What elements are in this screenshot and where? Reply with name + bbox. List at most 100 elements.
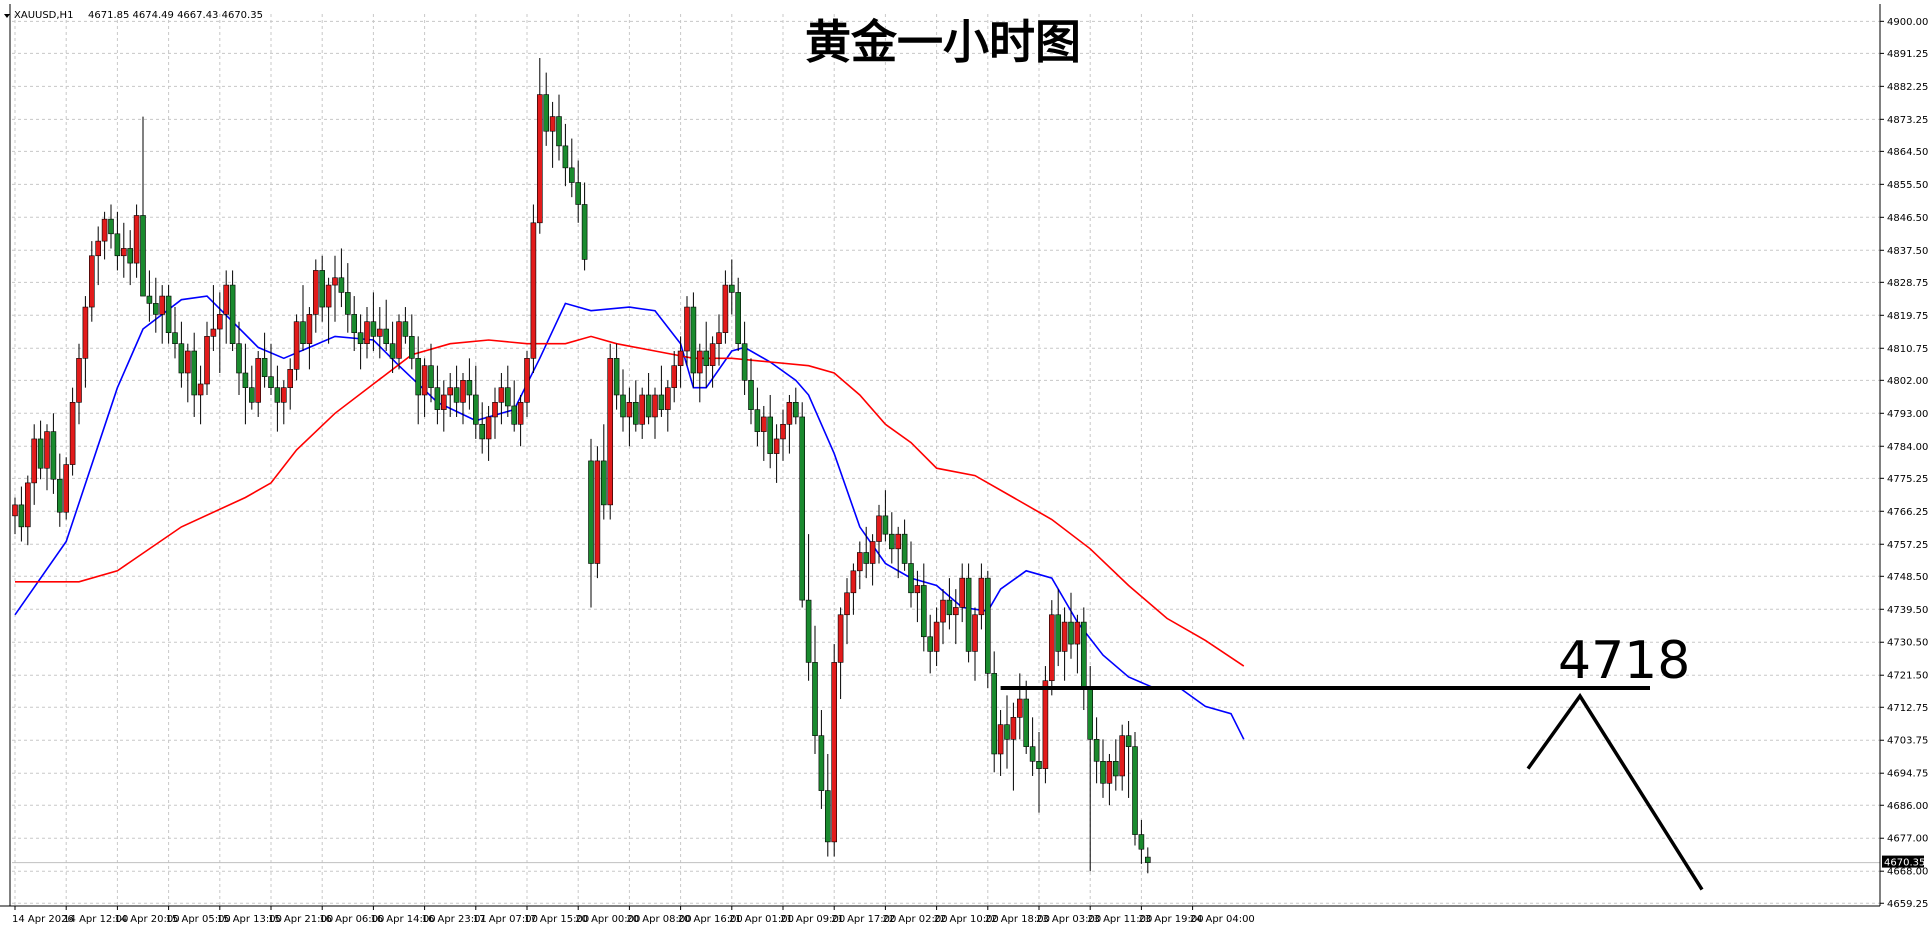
candle-down bbox=[428, 365, 434, 388]
candle-up bbox=[1119, 735, 1125, 777]
candle-up bbox=[121, 248, 127, 257]
x-tick-label: 16 Apr 14:00 bbox=[370, 914, 435, 925]
y-tick-label: 4686.00 bbox=[1887, 801, 1928, 812]
candle-up bbox=[325, 284, 332, 308]
candle-down bbox=[799, 416, 806, 601]
candle-down bbox=[703, 350, 710, 366]
y-tick-label: 4784.00 bbox=[1887, 442, 1928, 453]
candle-up bbox=[376, 328, 383, 337]
candle-up bbox=[760, 416, 767, 432]
candle-down bbox=[344, 292, 351, 315]
axes: 4900.00 4891.25 4882.25 4873.25 4864.50 4855.… bbox=[0, 4, 1928, 925]
x-tick-label: 20 Apr 00:00 bbox=[575, 914, 640, 925]
candle-up bbox=[447, 387, 454, 396]
candle-down bbox=[408, 336, 415, 359]
candle-down bbox=[1055, 614, 1061, 652]
chart-title: 黄金一小时图 bbox=[805, 15, 1081, 69]
y-tick-label: 4891.25 bbox=[1887, 49, 1928, 60]
candle-up bbox=[684, 306, 690, 352]
ma-blue-line bbox=[14, 295, 1245, 740]
candle-down bbox=[658, 394, 665, 410]
candle-up bbox=[850, 570, 857, 594]
candle-down bbox=[402, 321, 409, 337]
candle-down bbox=[632, 402, 639, 425]
candle-down bbox=[466, 380, 473, 396]
candle-up bbox=[856, 552, 863, 572]
candle-down bbox=[1087, 687, 1093, 740]
x-tick-label: 14 Apr 12:00 bbox=[63, 914, 128, 925]
candle-down bbox=[991, 673, 998, 755]
candle-down bbox=[274, 387, 281, 403]
candle-down bbox=[562, 145, 569, 169]
symbol-label: XAUUSD,H1 bbox=[14, 10, 73, 21]
x-tick-label: 21 Apr 01:00 bbox=[729, 914, 794, 925]
y-tick-label: 4703.75 bbox=[1887, 736, 1928, 747]
candle-up bbox=[396, 321, 402, 359]
y-tick-label: 4900.00 bbox=[1887, 17, 1928, 28]
candle-down bbox=[741, 343, 748, 381]
y-tick-label: 4864.50 bbox=[1887, 147, 1928, 158]
candle-up bbox=[255, 358, 261, 403]
y-tick-label: 4819.75 bbox=[1887, 311, 1928, 322]
candle-down bbox=[600, 460, 607, 506]
candle-down bbox=[620, 394, 626, 418]
candle-down bbox=[511, 405, 518, 425]
candle-up bbox=[223, 284, 229, 315]
candle-down bbox=[824, 790, 831, 843]
candle-down bbox=[1081, 621, 1087, 689]
candle-down bbox=[1125, 735, 1132, 747]
candle-down bbox=[581, 204, 588, 260]
candle-up bbox=[24, 482, 31, 528]
candle-down bbox=[140, 215, 146, 297]
candle-up bbox=[959, 577, 966, 608]
candle-down bbox=[1145, 856, 1151, 863]
x-tick-label: 22 Apr 02:00 bbox=[882, 914, 947, 925]
candle-down bbox=[1100, 761, 1106, 784]
candle-up bbox=[76, 358, 82, 403]
resistance-label: 4718 bbox=[1558, 631, 1690, 691]
candle-down bbox=[504, 387, 511, 407]
candle-down bbox=[18, 504, 25, 528]
candle-up bbox=[876, 515, 882, 542]
candle-up bbox=[1042, 680, 1049, 769]
candle-down bbox=[645, 394, 652, 418]
candle-up bbox=[639, 394, 646, 425]
candle-down bbox=[543, 94, 550, 132]
candle-down bbox=[882, 515, 889, 535]
candle-up bbox=[185, 350, 191, 374]
candle-up bbox=[549, 116, 556, 132]
candle-down bbox=[172, 332, 178, 344]
candle-down bbox=[888, 533, 895, 550]
candle-down bbox=[178, 343, 185, 374]
candle-down bbox=[479, 423, 486, 440]
x-tick-label: 14 Apr 2026 bbox=[12, 914, 74, 925]
candle-up bbox=[159, 295, 165, 315]
candle-up bbox=[671, 365, 678, 388]
candle-up bbox=[12, 504, 18, 517]
y-tick-label: 4721.50 bbox=[1887, 671, 1928, 682]
y-tick-label: 4793.00 bbox=[1887, 409, 1928, 420]
candle-down bbox=[389, 343, 396, 359]
candle-down bbox=[261, 358, 268, 377]
candle-down bbox=[146, 295, 153, 304]
x-tick-label: 20 Apr 08:00 bbox=[626, 914, 691, 925]
candle-up bbox=[664, 387, 671, 410]
x-tick-label: 15 Apr 05:00 bbox=[166, 914, 231, 925]
current-price-tag: 4670.35 bbox=[1882, 855, 1925, 869]
candle-up bbox=[101, 218, 108, 242]
candle-down bbox=[114, 233, 121, 257]
candle-up bbox=[1016, 698, 1023, 718]
y-tick-label: 4748.50 bbox=[1887, 572, 1928, 583]
candle-down bbox=[920, 585, 927, 638]
candle-down bbox=[383, 328, 390, 344]
x-tick-label: 23 Apr 19:00 bbox=[1138, 914, 1203, 925]
candle-down bbox=[613, 358, 620, 396]
candle-down bbox=[946, 599, 953, 616]
symbol-dropdown-icon[interactable] bbox=[4, 14, 10, 18]
y-tick-label: 4668.00 bbox=[1887, 867, 1928, 878]
candle-down bbox=[165, 295, 172, 334]
candle-up bbox=[716, 332, 722, 344]
x-tick-label: 22 Apr 10:00 bbox=[934, 914, 999, 925]
